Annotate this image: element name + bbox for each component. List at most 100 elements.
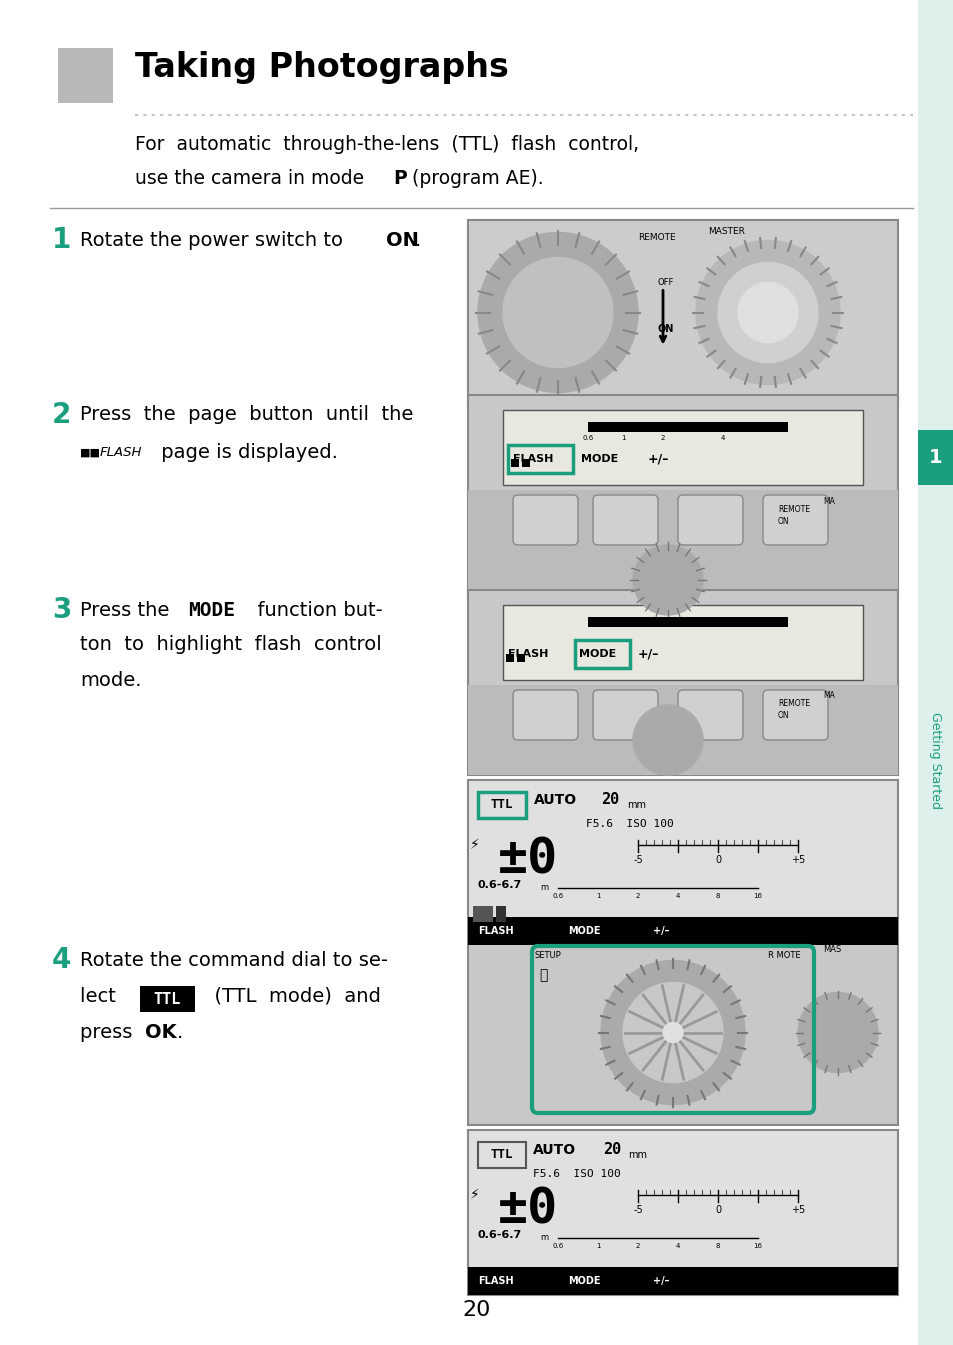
Circle shape <box>696 241 840 385</box>
Text: FLASH: FLASH <box>507 650 548 659</box>
Text: 0.6-6.7: 0.6-6.7 <box>477 880 521 890</box>
Bar <box>587 422 787 432</box>
Bar <box>502 605 862 681</box>
Circle shape <box>600 960 744 1104</box>
Text: use the camera in mode: use the camera in mode <box>135 168 370 187</box>
Text: function but-: function but- <box>245 600 382 620</box>
Text: ON: ON <box>386 230 418 250</box>
Text: 2: 2 <box>660 434 664 441</box>
Circle shape <box>633 545 702 615</box>
Circle shape <box>502 257 613 367</box>
Text: Press the: Press the <box>80 600 175 620</box>
Text: For  automatic  through-the-lens  (TTL)  flash  control,: For automatic through-the-lens (TTL) fla… <box>135 136 639 155</box>
Bar <box>468 490 897 594</box>
Text: m: m <box>539 1233 548 1243</box>
Bar <box>517 654 524 662</box>
Text: mode.: mode. <box>80 671 141 690</box>
Text: MA: MA <box>822 690 834 699</box>
Text: 2: 2 <box>635 1243 639 1250</box>
Text: page is displayed.: page is displayed. <box>154 444 337 463</box>
FancyBboxPatch shape <box>762 495 827 545</box>
Text: 1: 1 <box>595 893 599 898</box>
Text: TTL: TTL <box>490 799 513 811</box>
Bar <box>468 917 897 946</box>
Text: MODE: MODE <box>578 650 616 659</box>
Text: 4: 4 <box>720 434 724 441</box>
Text: -5: -5 <box>633 855 642 865</box>
Bar <box>468 1130 897 1295</box>
Bar <box>468 1267 897 1295</box>
Text: Press  the  page  button  until  the: Press the page button until the <box>80 405 413 425</box>
Bar <box>511 459 518 467</box>
Circle shape <box>738 282 797 343</box>
Text: 2: 2 <box>635 893 639 898</box>
Text: m: m <box>567 421 576 429</box>
Text: 0.6: 0.6 <box>552 1243 563 1250</box>
Text: 1: 1 <box>52 226 71 254</box>
Text: 1: 1 <box>928 448 942 467</box>
Text: 3: 3 <box>52 596 71 624</box>
Text: 16: 16 <box>753 893 761 898</box>
Text: MODE: MODE <box>188 600 234 620</box>
Text: MODE: MODE <box>567 1276 599 1286</box>
Text: 4: 4 <box>675 893 679 898</box>
Circle shape <box>633 705 702 775</box>
Text: R MOTE: R MOTE <box>767 951 800 959</box>
Text: FLASH: FLASH <box>477 925 513 936</box>
Text: ±0: ±0 <box>497 1186 558 1233</box>
Bar <box>521 459 530 467</box>
FancyBboxPatch shape <box>762 690 827 740</box>
Text: 16: 16 <box>753 1243 761 1250</box>
Bar <box>468 590 897 775</box>
Text: 8: 8 <box>715 893 720 898</box>
Text: Taking Photographs: Taking Photographs <box>135 51 508 85</box>
Text: FLASH: FLASH <box>477 1276 513 1286</box>
Text: +/–: +/– <box>652 1276 669 1286</box>
Text: mm: mm <box>627 1150 646 1159</box>
Circle shape <box>662 1022 682 1042</box>
Bar <box>473 907 493 923</box>
Text: m: m <box>539 884 548 893</box>
Circle shape <box>622 982 722 1083</box>
Text: +/–: +/– <box>647 452 669 465</box>
Bar <box>468 940 897 1124</box>
Text: 🔒: 🔒 <box>538 968 547 982</box>
Text: 8: 8 <box>715 1243 720 1250</box>
Text: FLASH: FLASH <box>513 455 553 464</box>
Text: F5.6  ISO 100: F5.6 ISO 100 <box>585 819 673 829</box>
Text: mm: mm <box>626 800 645 810</box>
Text: 2: 2 <box>52 401 71 429</box>
Text: 0.6: 0.6 <box>581 434 593 441</box>
Text: +/–: +/– <box>638 647 659 660</box>
Text: ON: ON <box>778 710 789 720</box>
Text: ⚡: ⚡ <box>470 1188 479 1202</box>
Text: +5: +5 <box>790 855 804 865</box>
Text: FLASH: FLASH <box>100 447 142 460</box>
Text: F5.6  ISO 100: F5.6 ISO 100 <box>533 1169 620 1180</box>
Text: 4: 4 <box>675 1243 679 1250</box>
Bar <box>917 430 953 486</box>
Circle shape <box>797 993 877 1072</box>
Text: TTL: TTL <box>490 1149 513 1162</box>
Text: (TTL  mode)  and: (TTL mode) and <box>202 986 380 1006</box>
Bar <box>468 780 897 946</box>
Text: ON: ON <box>658 324 674 335</box>
Bar <box>496 907 505 923</box>
Circle shape <box>718 262 817 363</box>
Text: m: m <box>567 616 576 624</box>
Bar <box>505 654 514 662</box>
Text: 20: 20 <box>600 792 618 807</box>
FancyBboxPatch shape <box>678 690 742 740</box>
Bar <box>468 221 897 405</box>
Text: 0.6-6.7: 0.6-6.7 <box>477 1229 521 1240</box>
Text: 0.6: 0.6 <box>552 893 563 898</box>
Text: MODE: MODE <box>567 925 599 936</box>
Text: Rotate the command dial to se-: Rotate the command dial to se- <box>80 951 388 970</box>
FancyBboxPatch shape <box>678 495 742 545</box>
Text: ⚡: ⚡ <box>470 838 479 851</box>
Text: .: . <box>415 230 421 250</box>
Text: REMOTE: REMOTE <box>778 698 809 707</box>
Text: +/–: +/– <box>652 925 669 936</box>
Text: 1: 1 <box>620 434 624 441</box>
Text: +5: +5 <box>790 1205 804 1215</box>
